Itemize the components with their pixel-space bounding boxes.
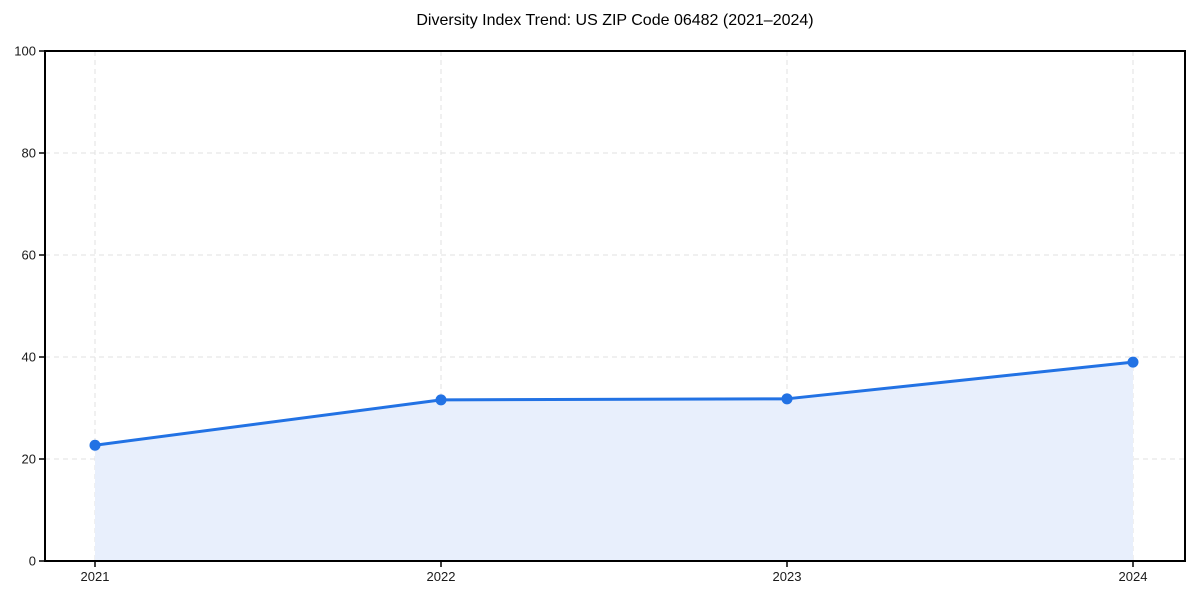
x-tick-label: 2024 [1119,569,1148,584]
data-point-marker-2021 [89,439,101,451]
plot-border [44,50,1186,562]
y-tick-label: 20 [22,452,36,467]
x-tick-label: 2021 [81,569,110,584]
chart-title: Diversity Index Trend: US ZIP Code 06482… [416,12,814,29]
y-tick-label: 40 [22,350,36,365]
data-point-marker-2024 [1127,356,1139,368]
x-tick-label: 2023 [773,569,802,584]
x-axis: 2021 2022 2023 2024 [81,561,1148,584]
y-tick-label: 80 [22,146,36,161]
trend-line [93,360,1135,447]
y-tick-label: 60 [22,248,36,263]
area-fill [95,362,1133,561]
y-tick-label: 0 [29,554,36,569]
y-axis: 0 20 40 60 80 100 [14,44,45,569]
data-point-marker-2023 [781,393,793,405]
x-tick-label: 2022 [427,569,456,584]
y-tick-label: 100 [14,44,36,59]
data-point-marker-2022 [435,394,447,406]
